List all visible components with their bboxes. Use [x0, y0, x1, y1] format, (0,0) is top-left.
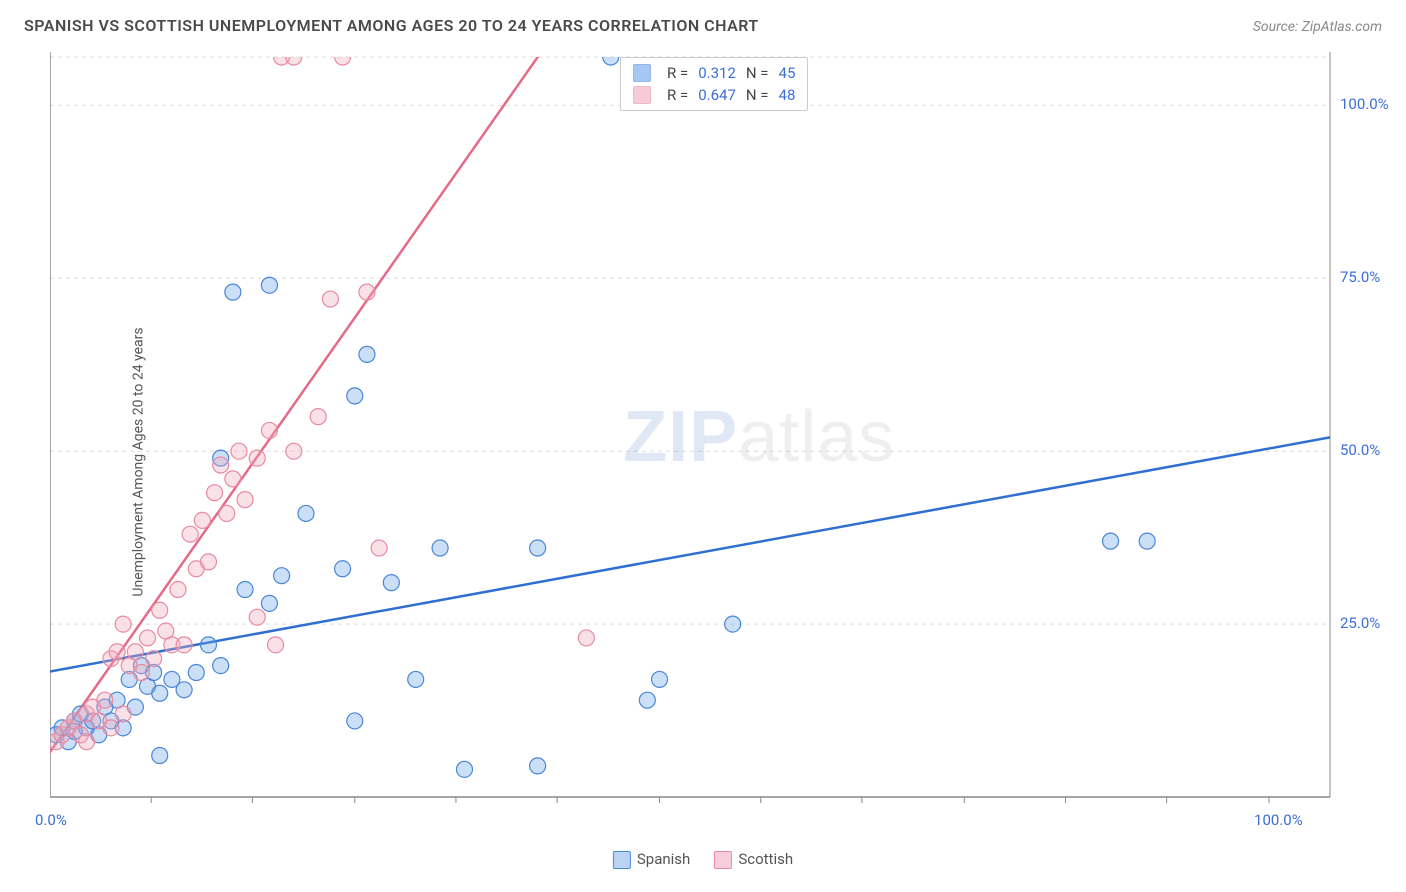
- data-point: [103, 720, 119, 736]
- data-point: [530, 758, 546, 774]
- y-tick-label: 50.0%: [1340, 441, 1380, 459]
- data-point: [286, 49, 302, 65]
- data-point: [639, 692, 655, 708]
- data-point: [225, 471, 241, 487]
- r-value: 0.312: [698, 64, 736, 82]
- data-point: [176, 682, 192, 698]
- data-point: [207, 485, 223, 501]
- data-point: [237, 582, 253, 598]
- data-point: [268, 637, 284, 653]
- data-point: [261, 277, 277, 293]
- data-point: [115, 616, 131, 632]
- data-point: [359, 346, 375, 362]
- data-point: [456, 761, 472, 777]
- data-point: [359, 284, 375, 300]
- data-point: [170, 582, 186, 598]
- y-tick-label: 25.0%: [1340, 614, 1380, 632]
- data-point: [432, 540, 448, 556]
- legend-label: Spanish: [637, 850, 690, 868]
- source-label: Source: ZipAtlas.com: [1253, 19, 1382, 35]
- data-point: [194, 512, 210, 528]
- data-point: [237, 492, 253, 508]
- data-point: [109, 644, 125, 660]
- data-point: [213, 457, 229, 473]
- header: SPANISH VS SCOTTISH UNEMPLOYMENT AMONG A…: [0, 0, 1406, 47]
- data-point: [725, 616, 741, 632]
- data-point: [1139, 533, 1155, 549]
- data-point: [79, 734, 95, 750]
- data-point: [261, 595, 277, 611]
- data-point: [249, 609, 265, 625]
- data-point: [249, 450, 265, 466]
- data-point: [335, 561, 351, 577]
- data-point: [115, 706, 131, 722]
- data-point: [188, 665, 204, 681]
- x-tick-label: 0.0%: [35, 811, 67, 829]
- data-point: [200, 637, 216, 653]
- data-point: [182, 526, 198, 542]
- data-point: [347, 713, 363, 729]
- series-swatch: [633, 64, 651, 82]
- chart-title: SPANISH VS SCOTTISH UNEMPLOYMENT AMONG A…: [24, 16, 759, 35]
- correlation-stats-box: R =0.312N =45R =0.647N =48: [620, 57, 808, 111]
- legend-swatch: [714, 851, 732, 869]
- data-point: [152, 685, 168, 701]
- data-point: [322, 291, 338, 307]
- data-point: [347, 388, 363, 404]
- data-point: [310, 409, 326, 425]
- data-point: [261, 422, 277, 438]
- legend-label: Scottish: [738, 850, 793, 868]
- data-point: [286, 443, 302, 459]
- data-point: [146, 651, 162, 667]
- data-point: [152, 602, 168, 618]
- data-point: [200, 554, 216, 570]
- data-point: [371, 540, 387, 556]
- data-point: [225, 284, 241, 300]
- data-point: [127, 644, 143, 660]
- y-tick-label: 75.0%: [1340, 268, 1380, 286]
- data-point: [213, 658, 229, 674]
- data-point: [335, 49, 351, 65]
- series-swatch: [633, 86, 651, 104]
- data-point: [408, 671, 424, 687]
- data-point: [530, 540, 546, 556]
- data-point: [152, 748, 168, 764]
- scatter-plot: [50, 47, 1380, 847]
- data-point: [176, 637, 192, 653]
- data-point: [133, 665, 149, 681]
- legend-item: Scottish: [714, 850, 793, 869]
- x-tick-label: 100.0%: [1254, 811, 1303, 829]
- data-point: [1103, 533, 1119, 549]
- data-point: [219, 505, 235, 521]
- data-point: [652, 671, 668, 687]
- legend-swatch: [613, 851, 631, 869]
- data-point: [231, 443, 247, 459]
- legend-item: Spanish: [613, 850, 690, 869]
- data-point: [140, 630, 156, 646]
- data-point: [383, 575, 399, 591]
- data-point: [578, 630, 594, 646]
- data-point: [274, 568, 290, 584]
- y-tick-label: 100.0%: [1340, 95, 1389, 113]
- data-point: [298, 505, 314, 521]
- data-point: [97, 692, 113, 708]
- chart-container: Unemployment Among Ages 20 to 24 years Z…: [0, 47, 1406, 877]
- legend: Spanish Scottish: [613, 850, 793, 869]
- data-point: [603, 49, 619, 65]
- r-value: 0.647: [698, 86, 736, 104]
- n-value: 48: [779, 86, 796, 104]
- n-value: 45: [779, 64, 796, 82]
